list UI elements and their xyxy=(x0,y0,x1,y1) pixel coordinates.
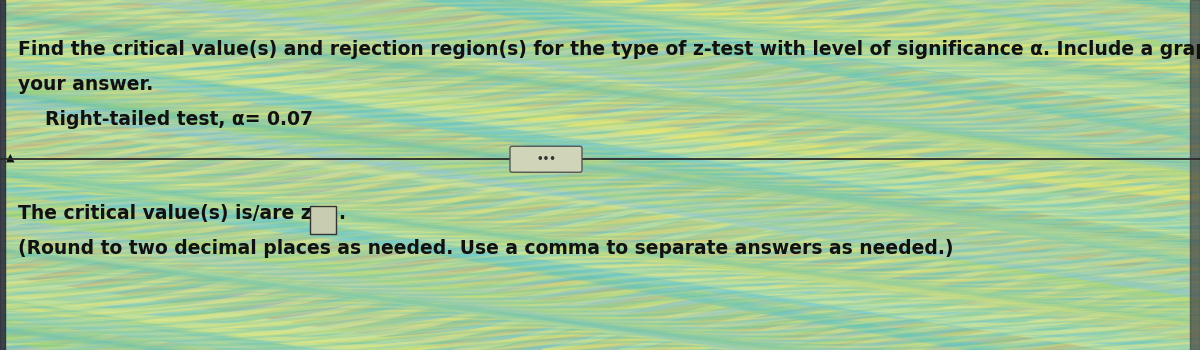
Text: Right-tailed test, α​= 0.07: Right-tailed test, α​= 0.07 xyxy=(46,110,313,129)
Text: your answer.: your answer. xyxy=(18,75,154,94)
FancyBboxPatch shape xyxy=(310,206,336,234)
Text: (Round to two decimal places as needed. Use a comma to separate answers as neede: (Round to two decimal places as needed. … xyxy=(18,239,954,258)
Text: .: . xyxy=(338,204,346,223)
Text: •••: ••• xyxy=(536,154,556,164)
FancyBboxPatch shape xyxy=(510,146,582,172)
Text: ▲: ▲ xyxy=(6,152,14,162)
Text: The critical value(s) is/are z​=: The critical value(s) is/are z​= xyxy=(18,204,328,223)
Text: Find the critical value(s) and rejection region(s) for the type of z-test with l: Find the critical value(s) and rejection… xyxy=(18,40,1200,59)
